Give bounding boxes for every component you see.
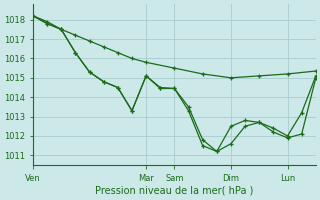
X-axis label: Pression niveau de la mer( hPa ): Pression niveau de la mer( hPa )	[95, 186, 253, 196]
